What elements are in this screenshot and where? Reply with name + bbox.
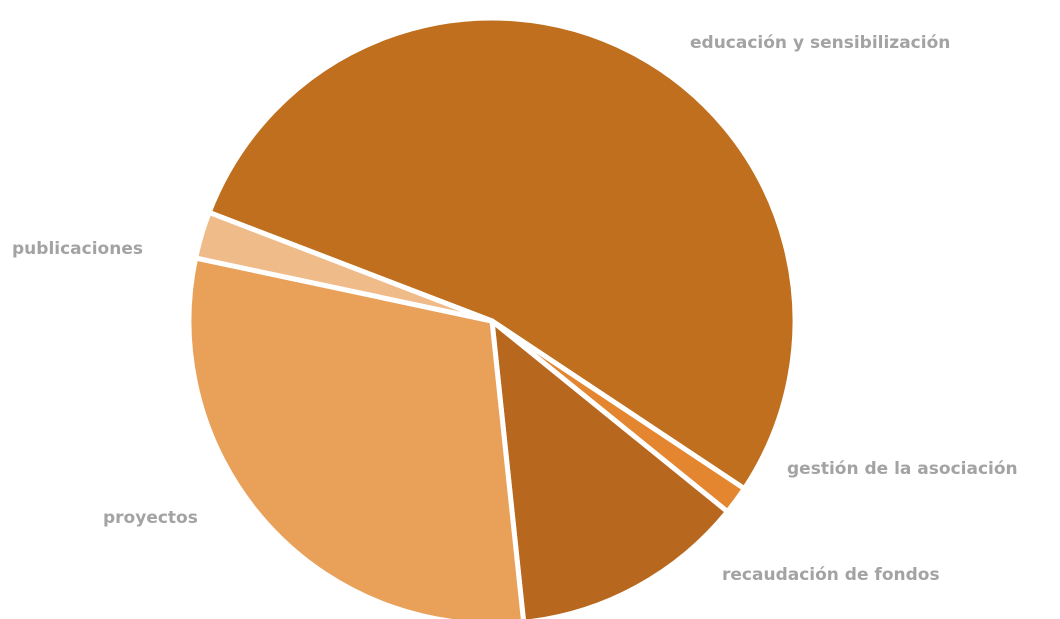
- slice-label-recaudacion-de-fondos: recaudación de fondos: [722, 565, 940, 585]
- slice-label-publicaciones: publicaciones: [12, 239, 143, 259]
- slice-label-educacion-y-sensibilizacion: educación y sensibilización: [690, 33, 950, 53]
- pie-labels: educación y sensibilización gestión de l…: [12, 33, 1018, 585]
- pie-slices: [186, 15, 798, 619]
- pie-slice-3: [186, 255, 526, 619]
- pie-slice-4: [193, 209, 495, 324]
- pie-slice-0: [206, 15, 798, 492]
- pie-slice-2: [489, 318, 730, 619]
- slice-label-gestion-de-la-asociacion: gestión de la asociación: [787, 459, 1018, 479]
- slice-label-proyectos: proyectos: [103, 508, 198, 528]
